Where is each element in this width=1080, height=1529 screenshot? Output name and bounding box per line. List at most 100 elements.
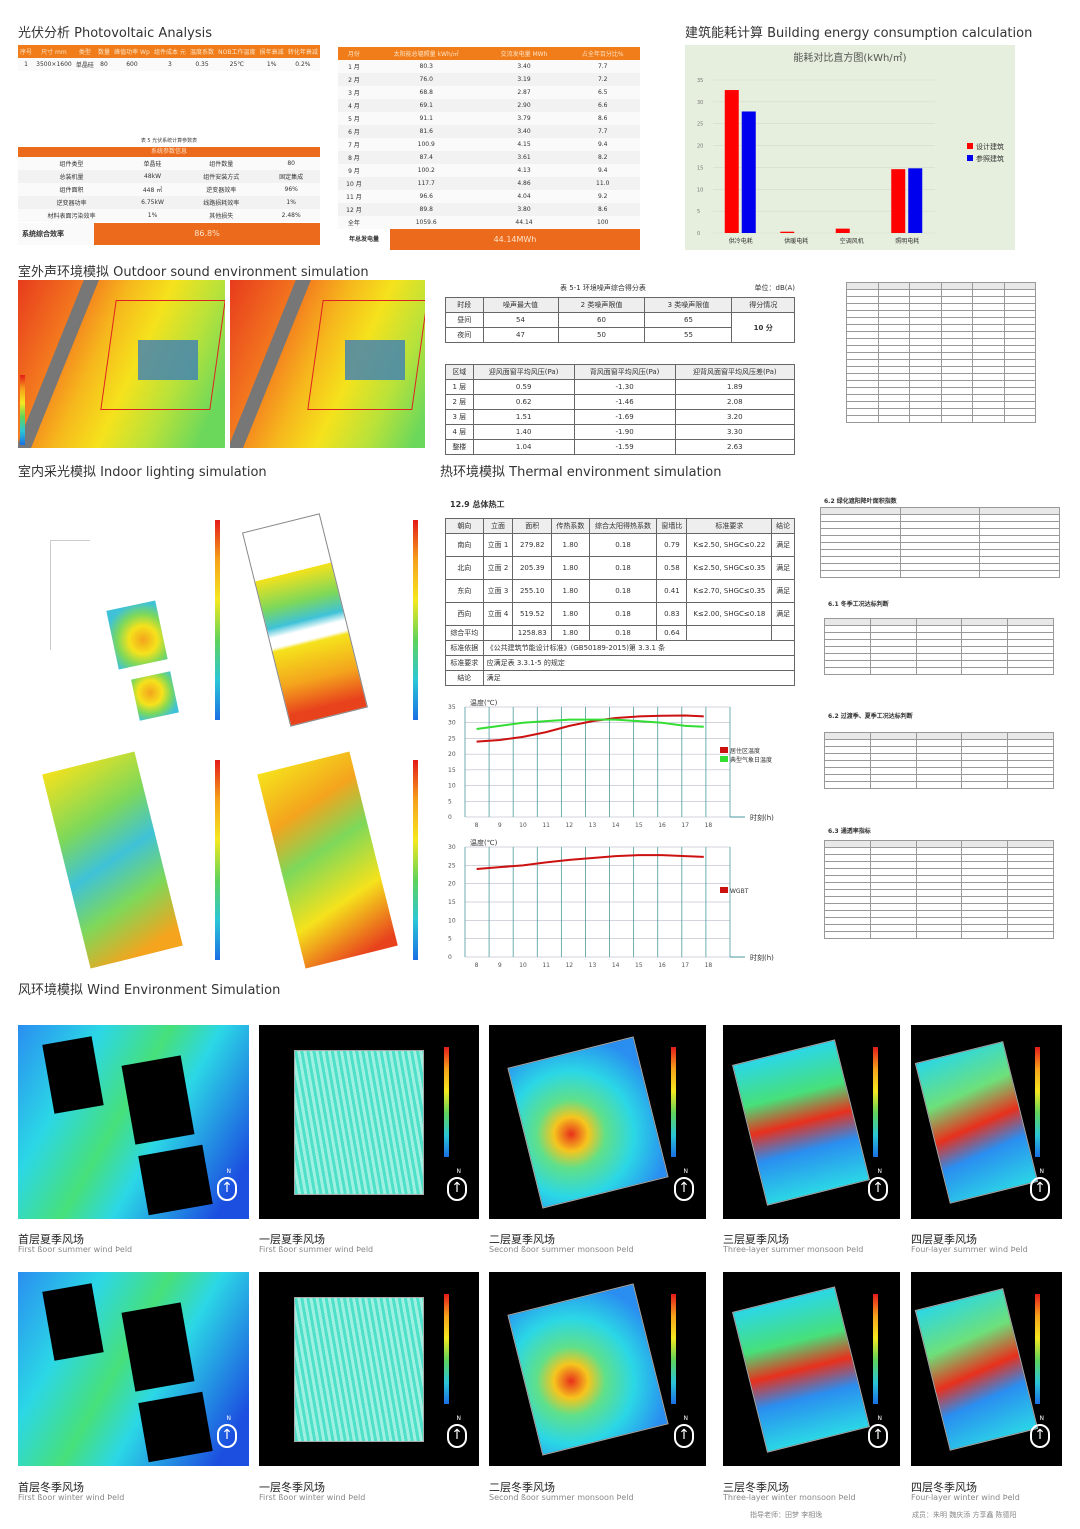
- right-table-title-3: 6.2 过渡季、夏季工况达标判断: [828, 713, 913, 720]
- table-cell: 44.14: [482, 216, 566, 229]
- table-cell: 0.18: [588, 556, 658, 580]
- wind-pressure-table: 区域 迎风面窗平均风压(Pa) 背风面窗平均风压(Pa) 迎背风面窗平均风压差(Pa)…: [445, 364, 796, 455]
- table-cell: 48kW: [124, 170, 181, 183]
- table-cell: 8 月: [338, 151, 370, 164]
- legend-label: 设计建筑: [976, 142, 1004, 151]
- wind-field-map: ↑ N: [18, 1272, 249, 1466]
- table-cell: 1.51: [472, 409, 575, 425]
- table-row: 材料表面污染效率 1% 其他损失 2.48%: [18, 209, 320, 222]
- table-cell: 1.80: [551, 579, 590, 603]
- table-cell: 1.89: [674, 379, 796, 395]
- table-cell: 昼间: [445, 312, 484, 328]
- table-cell: 0.58: [656, 556, 688, 580]
- table-cell: 11 月: [338, 190, 370, 203]
- table-cell: 7 月: [338, 138, 370, 151]
- table-cell: 80.3: [369, 60, 483, 73]
- table-cell: 组件安装方式: [180, 170, 263, 183]
- table-cell: 组件面积: [18, 183, 125, 196]
- sound-score-table: 时段 噪声最大值 2 类噪声限值 3 类噪声限值 得分情况 昼间 54 60 65 10 分夜间 4…: [445, 297, 795, 343]
- table-cell: 1: [18, 58, 35, 71]
- y-axis-label: 温度(℃): [470, 698, 498, 707]
- table-cell: 3.40: [482, 125, 566, 138]
- legend-label: 参照建筑: [976, 154, 1004, 163]
- table-cell: 55: [644, 327, 733, 343]
- annual-output-label: 年总发电量: [348, 236, 379, 243]
- greening-table: [820, 507, 1060, 578]
- lighting-plan-outline: [50, 540, 90, 650]
- table-cell: 69.1: [369, 99, 483, 112]
- table-row: 昼间 54 60 65 10 分: [445, 312, 795, 343]
- wind-caption-en: Four-layer summer wind Þeld: [911, 1245, 1028, 1254]
- table-cell: 立面 1: [482, 533, 514, 557]
- x-tick-label: 17: [681, 822, 689, 829]
- building-wind-field: [914, 1288, 1038, 1451]
- y-tick-label: 0: [448, 814, 452, 821]
- north-label: N: [683, 1168, 689, 1175]
- table-cell: 立面 3: [482, 579, 514, 603]
- score-cell: 10 分: [731, 312, 795, 343]
- table-row: 总装机量 48kW 组件安装方式 固定集成: [18, 170, 320, 183]
- column-header: 损年衰减: [257, 45, 286, 58]
- pv-params-header: 系统参数信息: [18, 147, 320, 157]
- column-header: 传热系数: [551, 518, 590, 534]
- table-cell: 0.18: [588, 579, 658, 603]
- note-value: 《公共建筑节能设计标准》(GB50189-2015)第 3.3.1 条: [482, 640, 796, 656]
- sound-map-night: [230, 280, 425, 448]
- x-tick-label: 14: [612, 962, 620, 969]
- lighting-map-3: [42, 751, 183, 969]
- north-label: N: [1039, 1415, 1045, 1422]
- table-cell: 96%: [262, 183, 320, 196]
- table-cell: 4.04: [482, 190, 566, 203]
- building-wind-field: [294, 1050, 424, 1195]
- north-label: N: [683, 1415, 689, 1422]
- table-cell: 117.7: [369, 177, 483, 190]
- table-cell: 3 月: [338, 86, 370, 99]
- note-label: 结论: [445, 670, 484, 686]
- thermal-table: 朝向 立面 面积 传热系数 综合太阳得热系数 窗墙比 标准要求 结论 南向 立面 1 279.82 1…: [445, 518, 796, 686]
- table-cell: 满足: [771, 533, 795, 557]
- table-cell: 87.4: [369, 151, 483, 164]
- column-header: 迎背风面窗平均风压差(Pa): [674, 364, 796, 380]
- sound-table-unit: 单位：dB(A): [754, 284, 796, 292]
- table-cell: 600: [112, 58, 152, 71]
- column-header: 区域: [445, 364, 474, 380]
- table-row: 4 层 1.40 -1.90 3.30: [445, 424, 796, 440]
- table-cell: 54: [482, 312, 559, 328]
- table-cell: 满足: [771, 579, 795, 603]
- pv-efficiency-label: 系统综合效率: [18, 223, 94, 245]
- table-cell: [482, 625, 514, 641]
- y-tick-label: 20: [448, 881, 456, 888]
- table-cell: 1.04: [472, 439, 575, 455]
- column-header: 序号: [18, 45, 35, 58]
- table-cell: -1.30: [573, 379, 676, 395]
- table-cell: 0.35: [187, 58, 217, 71]
- table-cell: 0.18: [588, 625, 658, 641]
- table-cell: 279.82: [512, 533, 553, 557]
- column-header: 时段: [445, 297, 484, 313]
- y-tick-label: 30: [448, 720, 456, 727]
- column-header: 3 类噪声限值: [644, 297, 733, 313]
- north-arrow-icon: ↑: [447, 1424, 467, 1448]
- x-tick-label: 13: [589, 822, 597, 829]
- building-wind-field: [506, 1036, 669, 1209]
- table-cell: 0.83: [656, 602, 688, 626]
- north-arrow-icon: ↑: [217, 1177, 237, 1201]
- wind-caption-en: Three-layer winter monsoon Þeld: [723, 1493, 856, 1502]
- table-cell: 50: [557, 327, 646, 343]
- y-tick-label: 15: [448, 767, 456, 774]
- table-cell: 6.5: [565, 86, 640, 99]
- table-cell: 3: [151, 58, 188, 71]
- x-tick-label: 17: [681, 962, 689, 969]
- members: 成员：朱明 魏庆添 方享鑫 陈德阳: [912, 1511, 1017, 1519]
- table-cell: 0.2%: [285, 58, 320, 71]
- x-tick-label: 照明电耗: [895, 237, 919, 245]
- x-tick-label: 14: [612, 822, 620, 829]
- table-cell: 65: [644, 312, 733, 328]
- x-tick-label: 18: [705, 822, 713, 829]
- wind-caption-en: Second ßoor summer monsoon Þeld: [489, 1245, 634, 1254]
- pv-module-table: 序号 尺寸 mm 类型 数量 峰值功率 Wp 组件成本 元温度系数 NOB工作温度 损年衰减转…: [18, 45, 320, 71]
- bar: [780, 231, 795, 233]
- table-cell: 0.18: [588, 602, 658, 626]
- table-row: 北向 立面 2 205.39 1.80 0.18 0.58 K≤2.50, SHGC≤0.3…: [445, 556, 795, 580]
- building-footprint: [138, 1144, 213, 1216]
